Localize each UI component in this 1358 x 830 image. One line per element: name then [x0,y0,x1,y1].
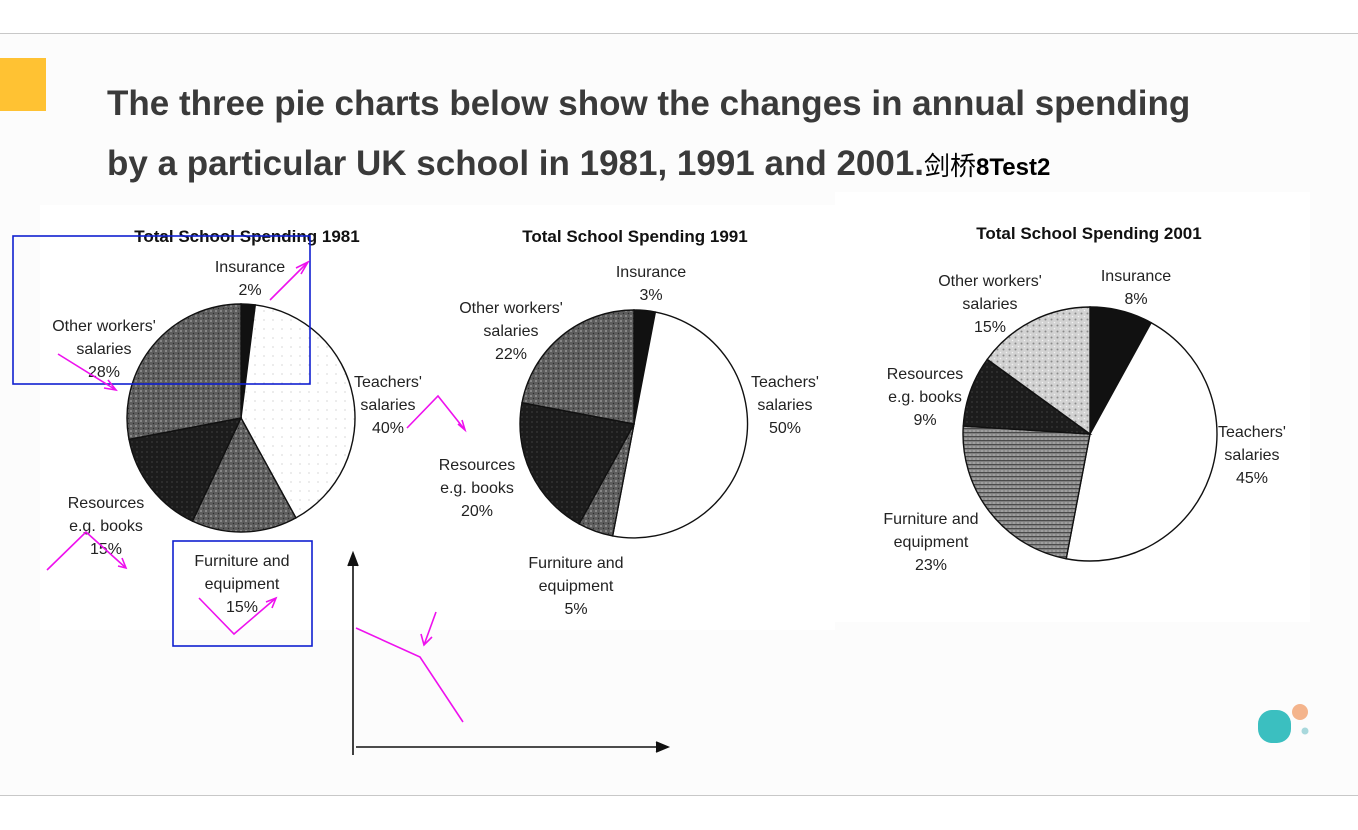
title-suffix: 8Test2 [976,154,1051,181]
slice-value-label: 23% [915,557,947,574]
pie-chart-1: Total School Spending 1991 Insurance 3% Tea… [439,227,819,618]
slice-category-label: equipment [539,578,614,595]
slice-category-label: e.g. books [440,480,514,497]
logo-teal-shape [1258,710,1291,743]
slice-category-label: equipment [894,534,969,551]
slice-category-label: Teachers' [1218,424,1286,441]
chart-title: Total School Spending 1991 [522,227,747,246]
slice-value-label: 5% [564,601,587,618]
accent-square [0,58,46,111]
slice-category-label: salaries [360,397,415,414]
title-line-2-text: by a particular UK school in 1981, 1991 … [107,144,925,183]
slice-category-label: Furniture and [883,511,978,528]
logo-small-dot [1301,727,1309,735]
pie-slice [521,309,635,425]
annotation-box-furniture [172,540,313,647]
slice-category-label: equipment [205,576,280,593]
pie-slice [986,306,1091,436]
slice-value-label: 15% [226,599,258,616]
pie-slice [191,416,297,533]
pie-slice [240,304,356,519]
pie-slice [962,425,1091,560]
slice-value-label: 20% [461,503,493,520]
slice-category-label: e.g. books [888,389,962,406]
title-line-2: by a particular UK school in 1981, 1991 … [107,134,1287,198]
annotation-axes-sketch [347,550,671,755]
slice-category-label: Other workers' [938,273,1042,290]
annotation-box-insurance [12,235,311,385]
slice-category-label: salaries [76,341,131,358]
slice-category-label: Insurance [1101,268,1171,285]
slice-value-label: 22% [495,346,527,363]
slice-category-label: Resources [68,495,144,512]
slice-value-label: 28% [88,364,120,381]
annotations [12,235,671,755]
pie-slice [519,401,636,525]
slice-category-label: e.g. books [69,518,143,535]
brand-logo-icon [1258,704,1309,743]
pie-slice [126,303,242,441]
slice-value-label: 3% [639,287,662,304]
slice-category-label: salaries [483,323,538,340]
slice-value-label: 40% [372,420,404,437]
slice-category-label: Other workers' [459,300,563,317]
pie-chart-2: Total School Spending 2001 Insurance 8% Tea… [883,224,1286,574]
slice-category-label: Other workers' [52,318,156,335]
slice-category-label: Resources [439,457,515,474]
title-cn: 剑桥 [924,152,977,182]
slice-value-label: 50% [769,420,801,437]
slice-value-label: 45% [1236,470,1268,487]
slice-category-label: Teachers' [354,374,422,391]
slice-category-label: salaries [1224,447,1279,464]
slice-category-label: Furniture and [528,555,623,572]
pie-slice [1065,321,1218,562]
slice-category-label: Resources [887,366,963,383]
slice-value-label: 8% [1124,291,1147,308]
pie-chart-0: Total School Spending 1981Insurance2%Tea… [52,227,422,616]
pie-slice [611,311,749,539]
slice-category-label: Insurance [215,259,285,276]
slice-category-label: Furniture and [194,553,289,570]
slice-value-label: 9% [913,412,936,429]
slice-category-label: salaries [962,296,1017,313]
slice-category-label: Teachers' [751,374,819,391]
slide-title: The three pie charts below show the chan… [107,74,1287,198]
title-line-1: The three pie charts below show the chan… [107,84,1191,123]
logo-peach-dot [1292,704,1308,720]
slice-category-label: salaries [757,397,812,414]
annotation-pen-marks [46,260,467,723]
slice-category-label: Insurance [616,264,686,281]
chart-title: Total School Spending 2001 [976,224,1201,243]
slice-value-label: 2% [238,282,261,299]
pie-slice [128,417,243,523]
slice-value-label: 15% [974,319,1006,336]
